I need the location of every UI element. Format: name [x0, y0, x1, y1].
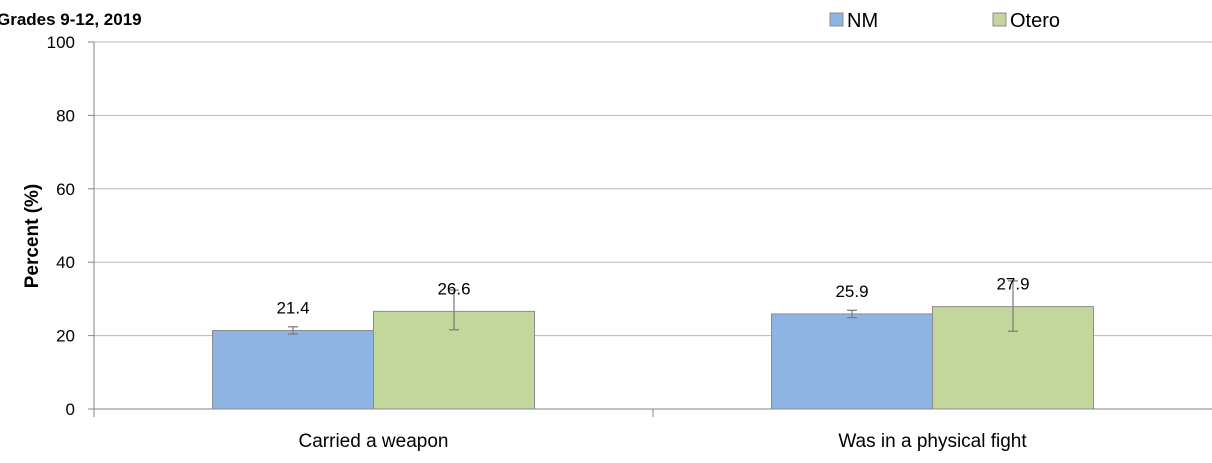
y-tick-label: 60 — [56, 180, 75, 199]
data-label: 25.9 — [835, 282, 868, 301]
data-label: 27.9 — [996, 275, 1029, 294]
data-label: 21.4 — [276, 298, 309, 317]
legend-swatch-otero — [992, 12, 1007, 27]
category-label: Was in a physical fight — [838, 431, 1027, 452]
y-tick-label: 0 — [66, 400, 75, 419]
data-label: 26.6 — [437, 279, 470, 298]
y-tick-label: 40 — [56, 253, 75, 272]
legend: NM Otero — [829, 10, 1060, 32]
bar-nm-1 — [771, 313, 933, 410]
y-tick-label: 20 — [56, 327, 75, 346]
y-axis-label: Percent (%) — [22, 184, 43, 289]
category-label: Carried a weapon — [299, 431, 449, 452]
y-tick-label: 100 — [47, 33, 75, 52]
gridlines — [94, 41, 1212, 337]
bars — [212, 280, 1094, 410]
bar-nm-0 — [212, 329, 374, 410]
legend-label-nm: NM — [847, 10, 878, 32]
chart-title: Grades 9-12, 2019 — [0, 10, 142, 29]
legend-label-otero: Otero — [1010, 10, 1060, 32]
labels: 0 20 40 60 80 100 21.4 26.6 Carried a weapon 25.9… — [47, 33, 1030, 452]
legend-swatch-nm — [829, 12, 844, 27]
y-tick-label: 80 — [56, 106, 75, 125]
